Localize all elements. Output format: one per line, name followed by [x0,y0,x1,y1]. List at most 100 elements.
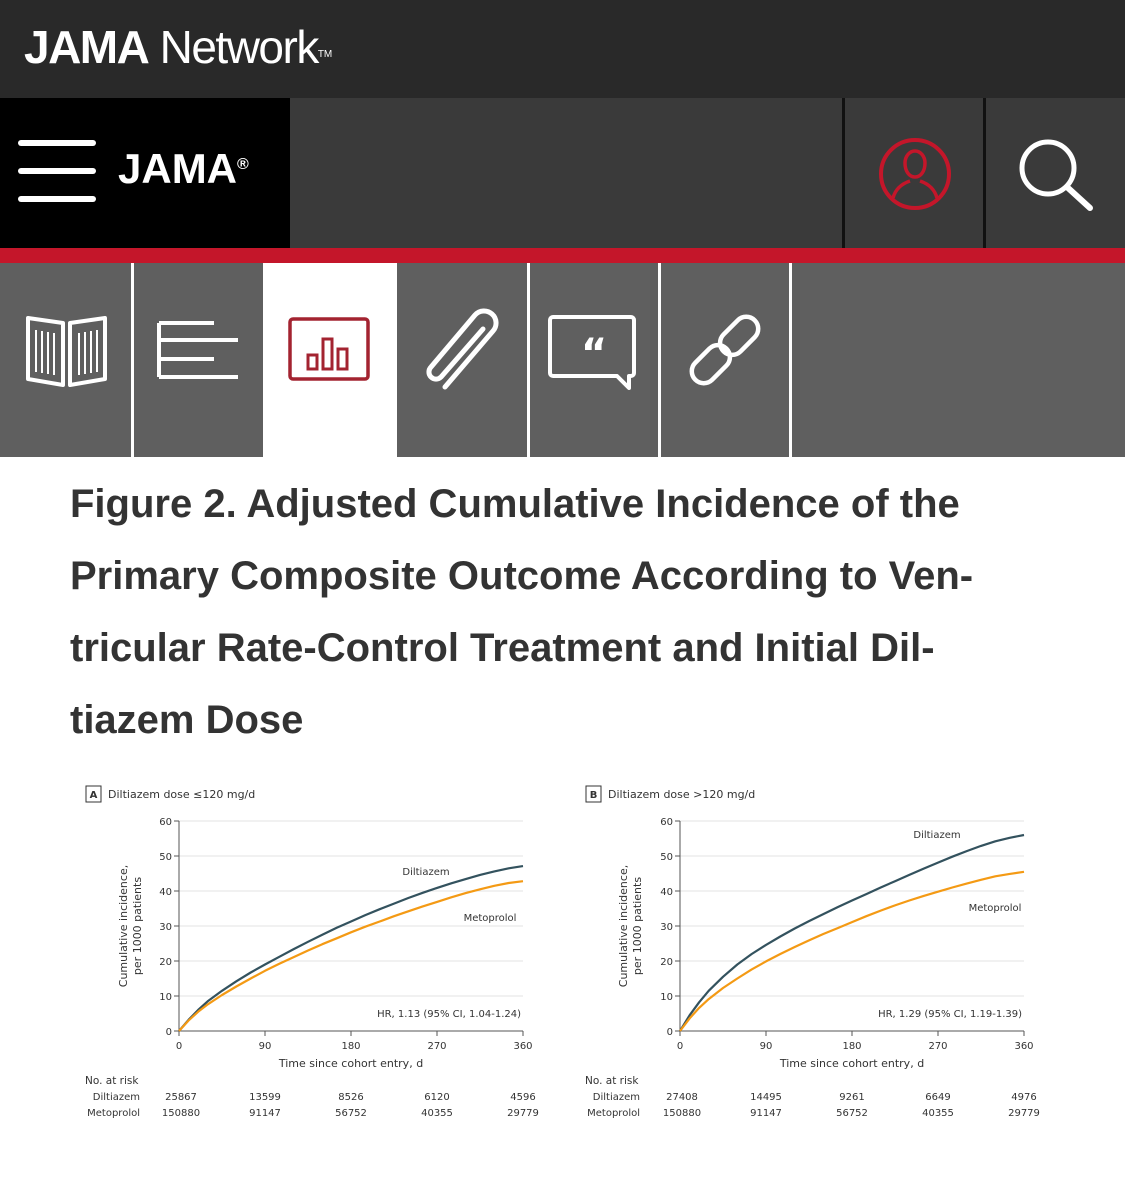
figure-title-line: Primary Composite Outcome According to V… [70,554,974,598]
risk-value: 9261 [839,1092,864,1103]
tab-article[interactable] [0,263,131,457]
y-axis-label: per 1000 patients [131,877,144,975]
y-tick-label: 50 [159,852,172,863]
risk-value: 27408 [666,1092,698,1103]
hr-annotation: HR, 1.13 (95% CI, 1.04-1.24) [377,1009,521,1020]
paperclip-icon [426,308,499,390]
figure-title-line: tricular Rate-Control Treatment and Init… [70,626,935,670]
jama-network-logo[interactable]: JAMA NetworkTM [24,21,333,73]
search-icon[interactable] [1016,136,1096,216]
x-tick-label: 180 [842,1041,861,1052]
y-tick-label: 40 [159,887,172,898]
risk-value: 6120 [424,1092,449,1103]
open-book-icon [26,316,107,387]
y-axis-label: per 1000 patients [631,877,644,975]
tab-figures[interactable] [263,263,397,457]
risk-value: 6649 [925,1092,950,1103]
nav-divider [983,98,986,248]
tab-links[interactable] [661,263,789,457]
risk-row-label: Metoprolol [587,1108,640,1119]
panel-title: Diltiazem dose >120 mg/d [608,788,755,801]
series-line-metoprolol [178,880,524,1032]
risk-value: 13599 [249,1092,281,1103]
tab-supplements[interactable] [397,263,527,457]
series-label: Diltiazem [402,867,449,878]
y-tick-label: 60 [660,817,673,828]
journal-name[interactable]: JAMA® [118,145,249,192]
series-label: Metoprolol [969,903,1022,914]
y-axis-label: Cumulative incidence, [117,865,130,987]
risk-row-label: Diltiazem [593,1092,640,1103]
risk-value: 56752 [335,1108,367,1119]
panel-title: Diltiazem dose ≤120 mg/d [108,788,255,801]
risk-value: 4976 [1011,1092,1036,1103]
y-tick-label: 10 [159,992,172,1003]
figure-title: Figure 2. Adjusted Cumulative Incidence … [70,468,1070,756]
chain-link-icon [689,314,761,386]
x-tick-label: 90 [259,1041,272,1052]
tab-comments[interactable]: “ [530,263,658,457]
main-nav: JAMA® [0,98,1125,248]
panel-label-box [585,785,602,803]
hamburger-icon [18,140,96,202]
series-line-diltiazem [679,833,1025,1032]
x-tick-label: 90 [760,1041,773,1052]
series-label: Diltiazem [913,830,960,841]
risk-value: 8526 [338,1092,363,1103]
y-tick-label: 40 [660,887,673,898]
brand-bar: JAMA NetworkTM [0,0,1125,98]
y-tick-label: 60 [159,817,172,828]
risk-row-label: Diltiazem [93,1092,140,1103]
svg-text:“: “ [581,331,607,377]
risk-value: 91147 [750,1108,782,1119]
x-tick-label: 360 [1014,1041,1033,1052]
nav-divider [842,98,845,248]
risk-value: 40355 [421,1108,453,1119]
risk-value: 40355 [922,1108,954,1119]
figure-title-line: tiazem Dose [70,698,304,742]
risk-value: 29779 [507,1108,539,1119]
y-tick-label: 20 [159,957,172,968]
x-tick-label: 0 [677,1041,683,1052]
risk-table-header: No. at risk [585,1075,639,1087]
accent-strip [0,248,1125,263]
risk-value: 91147 [249,1108,281,1119]
figure-title-line: Figure 2. Adjusted Cumulative Incidence … [70,482,960,526]
y-tick-label: 0 [166,1027,172,1038]
risk-value: 25867 [165,1092,197,1103]
series-label: Metoprolol [464,913,517,924]
list-lines-icon [157,321,238,379]
tab-separator [527,263,530,457]
tab-sections[interactable] [134,263,263,457]
risk-row-label: Metoprolol [87,1108,140,1119]
tab-separator [789,263,792,457]
y-axis-label: Cumulative incidence, [617,865,630,987]
risk-table-header: No. at risk [85,1075,139,1087]
y-tick-label: 30 [159,922,172,933]
series-line-diltiazem [178,865,524,1032]
x-tick-label: 270 [427,1041,446,1052]
quote-bubble-icon: “ [548,315,636,390]
panel-label: A [90,790,98,801]
risk-value: 29779 [1008,1108,1040,1119]
user-account-icon[interactable] [877,136,953,212]
x-axis-label: Time since cohort entry, d [278,1057,423,1070]
y-tick-label: 10 [660,992,673,1003]
y-tick-label: 50 [660,852,673,863]
risk-value: 56752 [836,1108,868,1119]
risk-value: 150880 [663,1108,701,1119]
y-tick-label: 0 [667,1027,673,1038]
tab-separator [658,263,661,457]
hr-annotation: HR, 1.29 (95% CI, 1.19-1.39) [878,1009,1022,1020]
panel-label: B [590,790,598,801]
bar-chart-icon [288,317,370,381]
series-line-metoprolol [679,870,1025,1032]
x-axis-label: Time since cohort entry, d [779,1057,924,1070]
x-tick-label: 360 [513,1041,532,1052]
tab-separator [131,263,134,457]
risk-value: 14495 [750,1092,782,1103]
x-tick-label: 270 [928,1041,947,1052]
risk-value: 150880 [162,1108,200,1119]
menu-button[interactable]: JAMA® [0,98,290,248]
